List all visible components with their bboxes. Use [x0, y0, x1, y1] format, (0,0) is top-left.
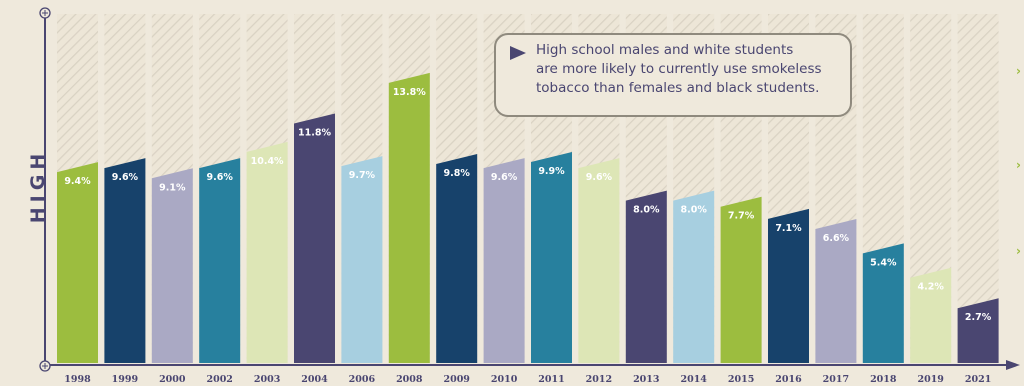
bar-2018: [862, 243, 904, 363]
bar-2009: [436, 154, 478, 363]
x-tick-label: 2009: [443, 374, 470, 385]
x-tick-label: 2018: [870, 374, 897, 385]
bar-value-label: 9.6%: [112, 172, 139, 183]
callout-line-1: High school males and white students: [536, 42, 794, 58]
x-tick-label: 1999: [112, 374, 139, 385]
bar-value-label: 4.2%: [918, 282, 945, 293]
x-tick-label: 2006: [349, 374, 376, 385]
bar-value-label: 11.8%: [298, 127, 331, 138]
callout-box: High school males and white students are…: [494, 33, 852, 117]
bar-value-label: 7.7%: [728, 211, 755, 222]
bar-value-label: 9.6%: [207, 172, 234, 183]
bar-2010: [483, 158, 525, 363]
callout-line-2: are more likely to currently use smokele…: [536, 61, 822, 77]
crosshair-circle-icon: [39, 360, 51, 372]
x-tick-label: 2016: [775, 374, 802, 385]
callout-line-3: tobacco than females and black students.: [536, 80, 820, 96]
x-tick-label: 1998: [64, 374, 91, 385]
crosshair-circle-icon: [39, 7, 51, 19]
bar-2003: [246, 141, 288, 363]
bar-value-label: 9.8%: [444, 168, 471, 179]
x-tick-label: 2004: [301, 374, 328, 385]
bar-2015: [720, 196, 762, 363]
x-tick-label: 2010: [491, 374, 518, 385]
bar-value-label: 13.8%: [393, 87, 426, 98]
bar-2019: [910, 267, 952, 363]
x-tick-label: 2000: [159, 374, 186, 385]
x-tick-label: 2021: [965, 374, 991, 385]
bar-1998: [57, 162, 98, 363]
bar-value-label: 9.4%: [64, 176, 91, 187]
x-tick-label: 2012: [586, 374, 612, 385]
bar-value-label: 9.1%: [159, 182, 186, 193]
bar-value-label: 9.6%: [491, 172, 518, 183]
bar-value-label: 8.0%: [681, 205, 708, 216]
x-tick-label: 2015: [728, 374, 754, 385]
bar-value-label: 9.9%: [538, 166, 565, 177]
x-tick-label: 2019: [917, 374, 944, 385]
bar-value-label: 8.0%: [633, 205, 660, 216]
bar-2013: [625, 190, 667, 363]
bar-value-label: 9.6%: [586, 172, 613, 183]
bar-2000: [151, 168, 193, 363]
arrow-right-icon: [1006, 360, 1020, 370]
bar-2006: [341, 156, 383, 363]
bar-2012: [578, 158, 620, 363]
tick-mark-icon: ›: [1016, 158, 1021, 172]
bar-2016: [768, 208, 809, 363]
bar-value-label: 5.4%: [870, 257, 897, 268]
x-tick-label: 2002: [206, 374, 232, 385]
bar-2014: [673, 190, 715, 363]
tick-mark-icon: ›: [1016, 244, 1021, 258]
x-tick-label: 2014: [680, 374, 707, 385]
bar-2002: [199, 158, 241, 363]
bar-1999: [104, 158, 146, 363]
bar-2011: [531, 152, 572, 363]
bar-value-label: 7.1%: [775, 223, 802, 234]
bar-value-label: 6.6%: [823, 233, 850, 244]
bar-value-label: 2.7%: [965, 312, 992, 323]
bar-2008: [388, 72, 430, 364]
bar-2004: [294, 113, 335, 364]
bar-value-label: 9.7%: [349, 170, 376, 181]
triangle-pointer-icon: [510, 46, 526, 60]
x-tick-label: 2008: [396, 374, 423, 385]
right-edge-marks: › › ›: [1016, 0, 1024, 386]
bar-2021: [957, 298, 999, 363]
x-tick-label: 2013: [633, 374, 659, 385]
x-tick-label: 2003: [254, 374, 280, 385]
tick-mark-icon: ›: [1016, 64, 1021, 78]
bar-2017: [815, 219, 857, 363]
x-tick-label: 2017: [823, 374, 849, 385]
x-tick-label: 2011: [538, 374, 564, 385]
bar-value-label: 10.4%: [251, 156, 284, 167]
